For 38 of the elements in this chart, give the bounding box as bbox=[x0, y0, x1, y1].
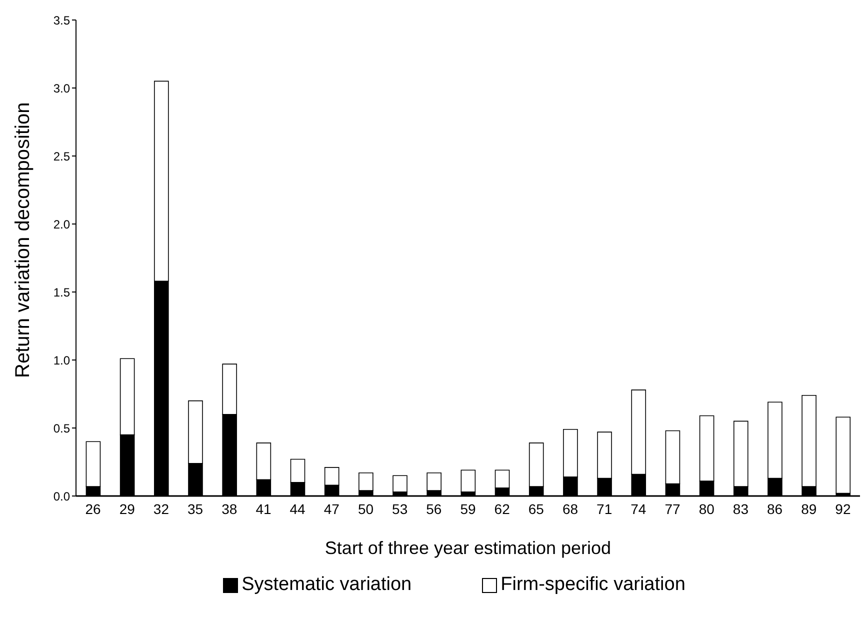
y-axis-title: Return variation decomposition bbox=[12, 102, 34, 378]
x-tick-label: 68 bbox=[562, 500, 578, 517]
x-tick-label: 65 bbox=[528, 500, 544, 517]
x-tick-label: 47 bbox=[324, 500, 340, 517]
x-tick-label: 74 bbox=[630, 500, 646, 517]
x-tick-label: 41 bbox=[256, 500, 272, 517]
x-tick-label: 77 bbox=[664, 500, 681, 517]
x-tick-label: 83 bbox=[732, 500, 749, 517]
x-tick-label: 71 bbox=[596, 500, 612, 517]
x-axis-title: Start of three year estimation period bbox=[324, 538, 612, 558]
y-tick-label: 0.5 bbox=[53, 421, 70, 436]
x-tick-label: 44 bbox=[290, 500, 306, 517]
y-tick-label: 2.5 bbox=[53, 149, 70, 164]
x-tick-label: 80 bbox=[698, 500, 715, 517]
y-tick-label: 2.0 bbox=[53, 217, 70, 232]
y-tick-label: 1.5 bbox=[53, 285, 70, 300]
bar bbox=[392, 475, 408, 492]
x-tick-label: 38 bbox=[222, 500, 238, 517]
y-tick-label: 0.0 bbox=[53, 489, 70, 504]
legend-label: Firm-specific variation bbox=[500, 574, 686, 596]
y-tick-label: 3.5 bbox=[53, 13, 70, 28]
x-tick-label: 29 bbox=[119, 500, 136, 517]
x-tick-label: 50 bbox=[358, 500, 374, 517]
x-tick-label: 89 bbox=[801, 500, 817, 517]
y-tick-label: 3.0 bbox=[53, 81, 70, 96]
x-tick-label: 62 bbox=[494, 500, 510, 517]
x-tick-label: 92 bbox=[835, 500, 851, 517]
x-tick-label: 32 bbox=[153, 500, 170, 517]
y-tick-label: 1.0 bbox=[53, 353, 70, 368]
x-tick-label: 56 bbox=[426, 500, 442, 517]
x-tick-label: 35 bbox=[188, 500, 204, 517]
bar bbox=[836, 416, 851, 494]
x-tick-label: 26 bbox=[85, 500, 102, 517]
x-tick-label: 59 bbox=[460, 500, 476, 517]
bar bbox=[460, 470, 476, 492]
x-tick-label: 86 bbox=[766, 500, 783, 517]
legend-label: Systematic variation bbox=[242, 574, 412, 596]
x-tick-label: 53 bbox=[392, 500, 408, 517]
